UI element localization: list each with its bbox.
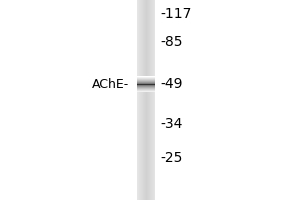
Text: AChE-: AChE-: [92, 77, 129, 90]
Text: -117: -117: [160, 7, 192, 21]
Text: -25: -25: [160, 151, 183, 165]
Text: -49: -49: [160, 77, 183, 91]
Text: -34: -34: [160, 117, 183, 131]
Text: -85: -85: [160, 35, 183, 49]
